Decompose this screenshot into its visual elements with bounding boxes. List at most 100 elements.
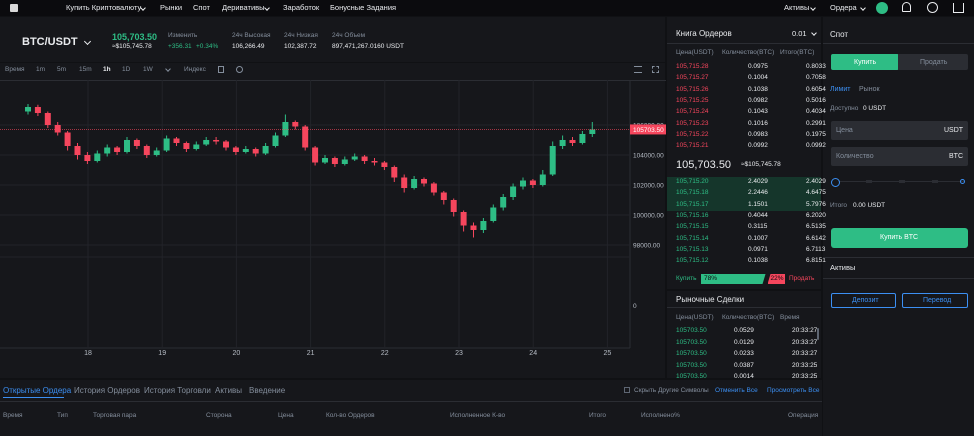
nav-item[interactable]: Деривативы [222, 3, 265, 12]
bid-cell: 105,715.17 [676, 200, 709, 208]
candle-body [133, 140, 140, 146]
indicator-icon[interactable] [218, 66, 224, 73]
globe-icon[interactable] [927, 2, 938, 13]
ask-cell: 0.7058 [806, 74, 826, 82]
interval[interactable]: 5m [57, 66, 67, 73]
submit-label[interactable]: Купить BTC [880, 234, 919, 241]
order-panel [823, 17, 974, 436]
column-header: Операция [788, 412, 819, 419]
trade-cell: 0.0233 [734, 350, 754, 357]
column-header: Итого [589, 412, 607, 419]
price-input[interactable] [831, 121, 968, 140]
price-placeholder: Цена [836, 127, 853, 134]
bell-icon[interactable] [902, 2, 911, 12]
candle-body [460, 212, 467, 226]
interval[interactable]: 1D [122, 66, 131, 73]
candle-body [173, 138, 180, 143]
nav-item[interactable]: Купить Криптовалюту [66, 3, 142, 12]
candle-body [440, 192, 447, 200]
buy-tab-label[interactable]: Купить [854, 59, 877, 66]
available-value: 0 USDT [863, 105, 887, 112]
qty-input[interactable] [831, 147, 968, 166]
stat-value: +356.31 [168, 43, 192, 50]
hide-symbols[interactable]: Скрыть Другие Символы [634, 387, 709, 394]
slider-thumb[interactable] [831, 178, 840, 187]
candle-body [183, 143, 190, 149]
settings-icon[interactable] [236, 66, 243, 73]
bid-cell: 4.6475 [806, 189, 826, 197]
stat-label: 24ч Объем [332, 32, 366, 39]
candle-body [242, 149, 249, 152]
sell-tab-label[interactable]: Продать [920, 59, 948, 66]
deposit-button[interactable] [831, 293, 896, 308]
bid-cell: 0.1038 [748, 257, 768, 265]
ask-cell: 105,715.24 [676, 108, 709, 116]
nav-item[interactable]: Заработок [283, 3, 320, 12]
nav-orders[interactable]: Ордера [830, 3, 857, 12]
market-type[interactable]: Рынок [859, 86, 880, 93]
interval[interactable]: 1W [143, 66, 153, 73]
last-price: 105,703.50 [112, 32, 158, 42]
ask-cell: 0.0992 [806, 142, 826, 150]
cancel-all[interactable]: Отменить Все [715, 387, 758, 394]
x-tick-label: 23 [455, 350, 463, 357]
scrollbar [817, 328, 819, 340]
candle-body [470, 225, 477, 230]
column-header: Сторона [206, 412, 232, 419]
avatar[interactable] [876, 2, 888, 14]
candle-body [401, 177, 408, 188]
y-tick-label: 100000.00 [633, 213, 664, 220]
candle-body [163, 138, 170, 151]
nav-item[interactable]: Рынки [160, 3, 183, 12]
candle-body [351, 156, 358, 160]
interval[interactable]: 15m [79, 66, 92, 73]
price-tag-label: 105703.50 [633, 127, 664, 134]
bottom-tab[interactable]: Активы [215, 386, 243, 395]
trade-cell: 0.0529 [734, 327, 754, 334]
candle-body [421, 179, 427, 184]
symbol[interactable]: BTC/USDT [22, 36, 78, 48]
ask-cell: 105,715.28 [676, 63, 709, 70]
bottom-tab[interactable]: Открытые Ордера [3, 386, 72, 395]
candle-body [143, 146, 150, 155]
bottom-tab[interactable]: История Ордеров [74, 386, 140, 395]
checkbox[interactable] [624, 387, 630, 393]
slider-step [960, 179, 965, 184]
interval[interactable]: 1h [103, 66, 111, 73]
transfer-button[interactable] [902, 293, 968, 308]
nav-item[interactable]: Бонусные Задания [330, 3, 397, 12]
candle-body [124, 140, 130, 152]
nav-item[interactable]: Спот [193, 3, 210, 12]
stat-label: 24ч Высокая [232, 32, 271, 39]
ask-cell: 0.0992 [748, 142, 768, 150]
column-header: Торговая пара [93, 412, 137, 419]
assets-title: Активы [830, 263, 856, 272]
buy-tab[interactable] [831, 54, 899, 70]
candle-body [391, 167, 398, 178]
ask-cell: 0.2991 [806, 119, 826, 127]
deposit-label[interactable]: Депозит [852, 297, 879, 304]
indicator[interactable]: Индекс [184, 66, 206, 73]
candle-body [232, 147, 239, 152]
sell-tab[interactable] [898, 54, 968, 70]
stat-label: 24ч Низкая [284, 32, 318, 39]
bottom-tab[interactable]: Введение [249, 386, 286, 395]
fullscreen-icon[interactable] [652, 66, 659, 73]
orderbook-step[interactable]: 0.01 [792, 29, 807, 38]
nav-assets[interactable]: Активы [784, 3, 810, 12]
trade-cell: 105703.50 [676, 338, 707, 346]
interval[interactable]: 1m [36, 66, 46, 73]
transfer-label[interactable]: Перевод [923, 297, 952, 304]
ask-cell: 0.1038 [748, 85, 768, 93]
bottom-panel [0, 380, 822, 436]
download-icon[interactable] [953, 3, 964, 13]
compare-icon[interactable] [634, 66, 642, 73]
interval[interactable]: Время [5, 66, 25, 73]
candle-body [529, 180, 536, 185]
view-all[interactable]: Просмотреть Все [767, 387, 820, 394]
submit-button[interactable] [831, 228, 968, 248]
top-nav [0, 0, 974, 16]
limit-type[interactable]: Лимит [830, 86, 851, 93]
bottom-tab[interactable]: История Торговли [144, 386, 211, 395]
candle-body [302, 126, 309, 148]
